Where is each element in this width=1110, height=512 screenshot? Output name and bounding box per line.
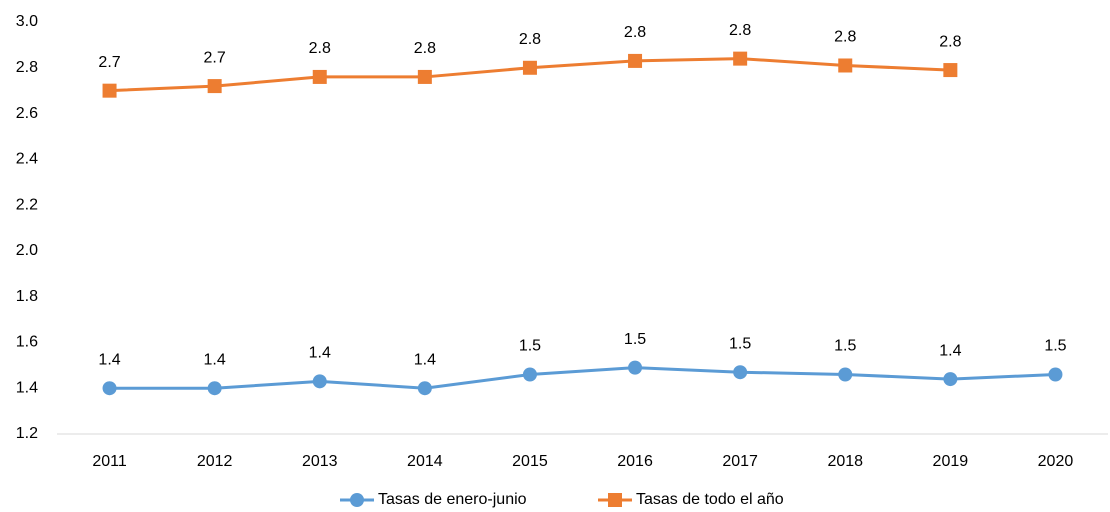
data-label: 1.5	[519, 338, 541, 355]
data-label: 2.7	[98, 54, 120, 71]
y-tick-label: 1.6	[16, 334, 38, 351]
point	[312, 69, 327, 84]
legend-label: Tasas de enero-junio	[378, 491, 527, 508]
data-label: 2.8	[729, 22, 751, 39]
x-tick-label: 2011	[92, 453, 127, 470]
data-label: 2.7	[204, 49, 226, 66]
series-line	[109, 366, 1056, 390]
y-tick-label: 2.8	[16, 59, 38, 76]
x-tick-label: 2016	[617, 453, 653, 470]
point	[628, 53, 643, 68]
data-label: 1.5	[1044, 338, 1066, 355]
data-label: 1.5	[729, 335, 751, 352]
x-tick-label: 2013	[302, 453, 338, 470]
data-label: 2.8	[834, 29, 856, 46]
y-tick-label: 2.0	[16, 242, 38, 259]
data-label: 2.8	[519, 31, 541, 48]
y-tick-label: 2.2	[16, 196, 38, 213]
data-label: 2.8	[309, 40, 331, 57]
point	[943, 372, 958, 387]
x-tick-label: 2020	[1038, 453, 1074, 470]
point	[943, 63, 958, 78]
legend-marker	[350, 493, 364, 507]
y-tick-label: 1.8	[16, 288, 38, 305]
point	[207, 79, 222, 94]
point	[733, 51, 748, 66]
point	[417, 381, 432, 396]
point	[522, 60, 537, 75]
x-tick-label: 2012	[197, 453, 233, 470]
point	[417, 69, 432, 84]
x-tick-label: 2017	[722, 453, 758, 470]
x-tick-label: 2018	[827, 453, 863, 470]
data-label: 1.5	[624, 331, 646, 348]
x-tick-label: 2019	[933, 453, 969, 470]
point	[733, 365, 748, 380]
data-label: 1.4	[309, 345, 331, 362]
data-label: 1.4	[204, 351, 226, 368]
data-label: 2.8	[624, 24, 646, 41]
point	[102, 381, 117, 396]
y-tick-label: 1.2	[16, 425, 38, 442]
data-label: 1.4	[939, 342, 961, 359]
data-label: 2.8	[939, 33, 961, 50]
data-label: 2.8	[414, 40, 436, 57]
legend-marker	[608, 493, 622, 507]
legend-label: Tasas de todo el año	[636, 491, 784, 508]
y-tick-label: 1.4	[16, 379, 38, 396]
data-label: 1.5	[834, 338, 856, 355]
y-tick-label: 3.0	[16, 13, 38, 30]
point	[102, 83, 117, 98]
point	[838, 58, 853, 73]
point	[628, 360, 643, 375]
x-tick-label: 2015	[512, 453, 548, 470]
point	[838, 367, 853, 382]
point	[1048, 367, 1063, 382]
point	[522, 367, 537, 382]
data-label: 1.4	[98, 351, 120, 368]
y-tick-label: 2.4	[16, 151, 38, 168]
x-tick-label: 2014	[407, 453, 443, 470]
data-label: 1.4	[414, 351, 436, 368]
point	[312, 374, 327, 389]
point	[207, 381, 222, 396]
y-tick-label: 2.6	[16, 105, 38, 122]
